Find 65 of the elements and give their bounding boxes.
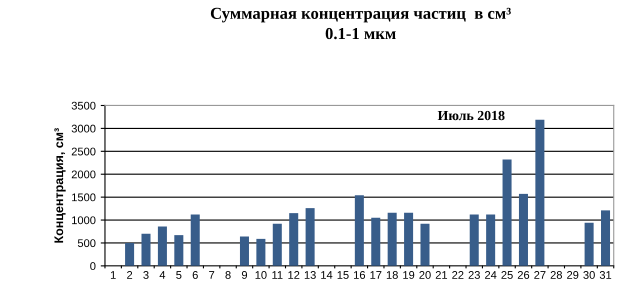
x-tick-label: 20 [419, 271, 431, 279]
bar [256, 238, 266, 266]
bar [354, 195, 364, 266]
y-tick-label: 0 [90, 262, 96, 270]
y-tick-label: 2500 [72, 148, 96, 156]
y-axis-title: Концентрация, см³ [54, 128, 66, 243]
bar [518, 194, 528, 266]
y-tick-label: 1000 [72, 216, 96, 224]
bar [388, 212, 397, 266]
chart-subtitle: 0.1-1 мкм [326, 28, 396, 40]
x-tick-label: 16 [354, 271, 366, 279]
x-tick-label: 31 [600, 271, 612, 279]
x-tick-label: 17 [370, 271, 382, 279]
bar [141, 234, 151, 266]
x-tick-label: 22 [452, 271, 464, 279]
bar [371, 218, 380, 266]
annotation: Июль 2018 [438, 110, 505, 120]
y-tick-label: 3000 [72, 124, 96, 133]
y-tick-label: 1500 [72, 193, 96, 202]
x-tick-label: 10 [256, 271, 267, 279]
bar [289, 213, 298, 266]
bar [158, 226, 167, 266]
bar [174, 235, 184, 266]
bar [535, 120, 544, 266]
chart-title: Суммарная концентрация частиц в см³ [210, 8, 511, 22]
bar [420, 224, 430, 266]
bar [190, 214, 200, 266]
x-tick-label: 7 [209, 271, 214, 279]
x-tick-label: 9 [242, 271, 248, 279]
x-tick-label: 28 [550, 271, 562, 279]
y-tick-label: 500 [78, 239, 96, 248]
bar [502, 160, 512, 266]
x-tick-label: 1 [110, 271, 116, 279]
bar [486, 214, 496, 266]
x-tick-label: 11 [272, 271, 283, 279]
bar [584, 222, 594, 266]
y-tick-label: 2000 [72, 170, 96, 178]
bar [470, 214, 479, 266]
x-tick-label: 2 [127, 271, 132, 279]
x-tick-label: 8 [225, 271, 231, 279]
bar [272, 224, 282, 266]
bar [601, 210, 610, 266]
x-tick-label: 24 [485, 271, 496, 279]
bar [306, 208, 315, 266]
x-tick-label: 25 [501, 271, 513, 279]
x-tick-label: 21 [436, 271, 448, 279]
x-tick-label: 27 [534, 271, 546, 279]
x-tick-label: 15 [338, 271, 349, 279]
x-tick-label: 12 [288, 271, 300, 279]
x-tick-label: 6 [192, 271, 198, 279]
bar [240, 236, 249, 266]
x-tick-label: 23 [468, 271, 480, 279]
x-tick-label: 14 [321, 271, 332, 279]
x-tick-label: 29 [567, 271, 578, 279]
x-tick-label: 26 [518, 271, 530, 279]
x-tick-label: 13 [304, 271, 316, 279]
bar [404, 212, 414, 266]
x-tick-label: 4 [160, 271, 166, 279]
x-tick-label: 30 [583, 271, 595, 279]
x-tick-label: 19 [403, 271, 414, 279]
bar [125, 242, 134, 266]
x-tick-label: 5 [176, 271, 182, 279]
x-tick-label: 18 [386, 271, 398, 279]
x-tick-label: 3 [143, 271, 149, 279]
y-tick-label: 3500 [72, 102, 96, 110]
